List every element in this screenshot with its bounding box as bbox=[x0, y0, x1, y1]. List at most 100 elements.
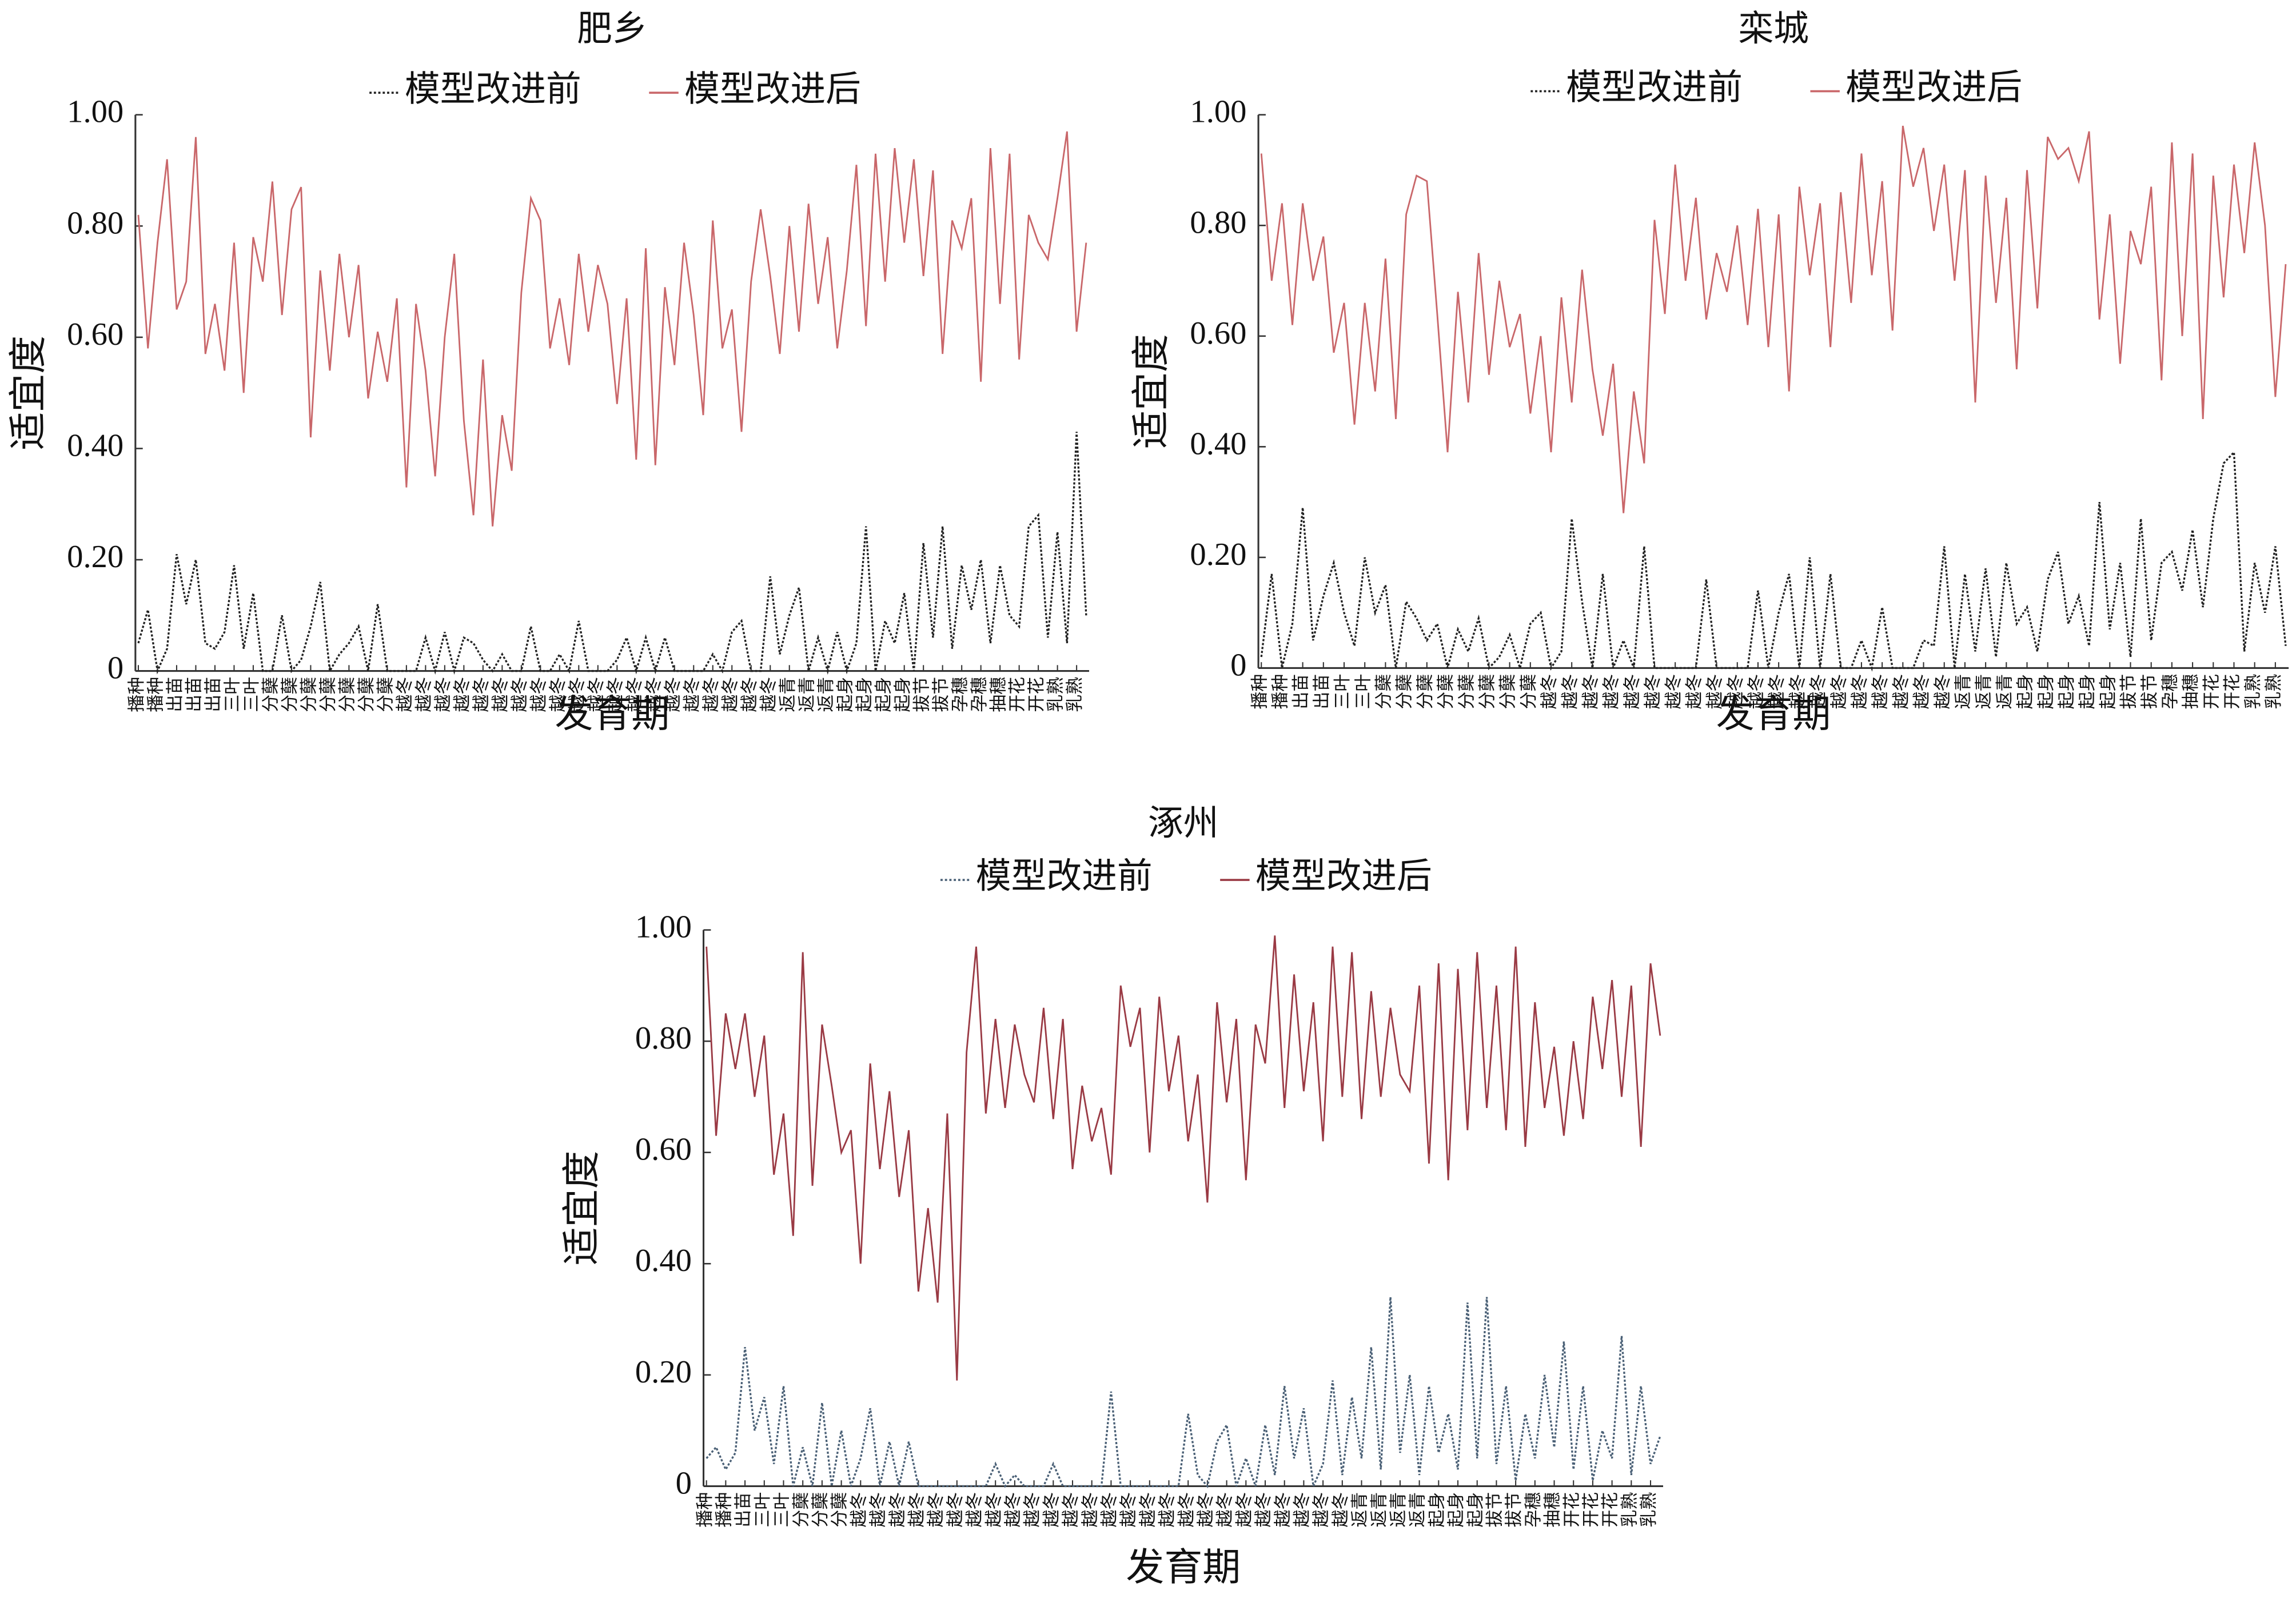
x-tick-label: 越冬 bbox=[643, 677, 663, 712]
x-tick-label: 越冬 bbox=[758, 677, 778, 712]
x-tick-label: 出苗 bbox=[203, 677, 223, 712]
series-line bbox=[705, 1297, 1661, 1490]
x-tick-label: 越冬 bbox=[394, 677, 414, 712]
x-tick-label: 越冬 bbox=[1891, 674, 1911, 710]
legend-label: 模型改进后 bbox=[1845, 69, 2022, 107]
x-tick-label: 越冬 bbox=[1138, 1492, 1158, 1528]
x-tick-label: 起身 bbox=[2098, 674, 2118, 710]
x-tick-label: 拔节 bbox=[1485, 1492, 1505, 1528]
panel: 栾城模型改进前 模型改进后00.200.400.600.801.00播种 播种 出苗出… bbox=[1130, 10, 2289, 735]
x-tick-label: 越冬 bbox=[945, 1492, 965, 1528]
x-tick-label: 三叶 bbox=[772, 1492, 792, 1528]
x-tick-label: 乳熟 bbox=[1065, 677, 1085, 712]
y-tick-label: 1.00 bbox=[67, 94, 123, 130]
x-tick-label: 分蘖 bbox=[280, 677, 300, 712]
x-tick-label: 孕穗 bbox=[969, 677, 989, 712]
series-line bbox=[705, 935, 1661, 1381]
legend-label: 模型改进前 bbox=[1566, 69, 1743, 107]
chart-title: 涿州 bbox=[1148, 804, 1219, 843]
x-tick-label: 乳熟 bbox=[1619, 1492, 1639, 1528]
y-tick-label: 0.60 bbox=[67, 317, 123, 352]
x-tick-label: 拔节 bbox=[2119, 674, 2139, 710]
x-tick-label: 出苗 bbox=[1312, 674, 1332, 710]
x-tick-label: 越冬 bbox=[1870, 674, 1890, 710]
x-tick-label: 分蘖 bbox=[1436, 674, 1456, 710]
x-tick-label: 起身 bbox=[2036, 674, 2056, 710]
x-tick-label: 越冬 bbox=[1234, 1492, 1254, 1528]
y-tick-label: 1.00 bbox=[635, 910, 692, 945]
x-tick-label: 越冬 bbox=[868, 1492, 888, 1528]
x-tick-label: 越冬 bbox=[1253, 1492, 1273, 1528]
x-tick-label: 越冬 bbox=[1215, 1492, 1235, 1528]
x-tick-label: 播种 bbox=[1270, 674, 1290, 710]
x-tick-label: 越冬 bbox=[1157, 1492, 1177, 1528]
x-tick-label: 越冬 bbox=[413, 677, 433, 712]
x-tick-label: 出苗 bbox=[165, 677, 185, 712]
x-tick-label: 开花 bbox=[1581, 1492, 1601, 1528]
series-line bbox=[1260, 450, 2287, 672]
x-tick-label: 播种 bbox=[126, 677, 146, 712]
x-tick-label: 越冬 bbox=[1061, 1492, 1081, 1528]
legend-label: 模型改进后 bbox=[684, 70, 861, 109]
x-tick-label: 拔节 bbox=[911, 677, 931, 712]
x-tick-label: 越冬 bbox=[1580, 674, 1600, 710]
x-tick-label: 越冬 bbox=[1767, 674, 1787, 710]
series-line bbox=[137, 131, 1087, 527]
x-tick-label: 出苗 bbox=[184, 677, 204, 712]
x-tick-label: 返青 bbox=[1388, 1492, 1408, 1528]
x-tick-label: 越冬 bbox=[1003, 1492, 1023, 1528]
x-tick-label: 越冬 bbox=[1311, 1492, 1331, 1528]
x-tick-label: 拔节 bbox=[931, 677, 951, 712]
x-tick-label: 分蘖 bbox=[261, 677, 281, 712]
x-tick-label: 三叶 bbox=[222, 677, 242, 712]
x-tick-label: 起身 bbox=[873, 677, 893, 712]
x-tick-label: 播种 bbox=[713, 1492, 734, 1528]
x-tick-label: 播种 bbox=[146, 677, 166, 712]
x-tick-label: 越冬 bbox=[964, 1492, 984, 1528]
y-tick-label: 0 bbox=[107, 651, 123, 686]
x-tick-label: 起身 bbox=[1446, 1492, 1466, 1528]
x-tick-label: 返青 bbox=[1408, 1492, 1428, 1528]
x-tick-label: 越冬 bbox=[983, 1492, 1003, 1528]
x-tick-label: 越冬 bbox=[906, 1492, 926, 1528]
x-tick-label: 抽穗 bbox=[2181, 674, 2201, 710]
x-tick-label: 返青 bbox=[1994, 674, 2014, 710]
x-tick-label: 越冬 bbox=[1330, 1492, 1350, 1528]
y-tick-label: 0.80 bbox=[1190, 205, 1246, 240]
x-tick-label: 越冬 bbox=[739, 677, 759, 712]
x-tick-label: 孕穗 bbox=[2160, 674, 2180, 710]
x-tick-label: 越冬 bbox=[605, 677, 625, 712]
x-tick-label: 越冬 bbox=[701, 677, 721, 712]
y-tick-label: 0.80 bbox=[67, 205, 123, 241]
x-tick-label: 开花 bbox=[1026, 677, 1046, 712]
legend-label: 模型改进前 bbox=[976, 857, 1153, 896]
x-tick-label: 越冬 bbox=[471, 677, 491, 712]
y-axis-title: 适宜度 bbox=[7, 336, 50, 451]
x-tick-label: 越冬 bbox=[1273, 1492, 1293, 1528]
y-tick-label: 0 bbox=[1230, 647, 1246, 683]
x-tick-label: 起身 bbox=[835, 677, 855, 712]
x-tick-label: 返青 bbox=[1953, 674, 1973, 710]
x-tick-label: 乳熟 bbox=[2243, 674, 2263, 710]
x-tick-label: 越冬 bbox=[1539, 674, 1559, 710]
x-tick-label: 开花 bbox=[1561, 1492, 1581, 1528]
x-tick-label: 越冬 bbox=[1292, 1492, 1312, 1528]
x-tick-label: 越冬 bbox=[1829, 674, 1849, 710]
x-tick-label: 起身 bbox=[2015, 674, 2035, 710]
x-tick-label: 越冬 bbox=[848, 1492, 868, 1528]
x-tick-label: 出苗 bbox=[1291, 674, 1311, 710]
series-line bbox=[137, 432, 1087, 675]
x-tick-label: 越冬 bbox=[1746, 674, 1766, 710]
y-tick-label: 0.60 bbox=[1190, 316, 1246, 351]
x-tick-label: 开花 bbox=[1600, 1492, 1620, 1528]
x-tick-label: 越冬 bbox=[720, 677, 740, 712]
x-tick-label: 三叶 bbox=[752, 1492, 772, 1528]
x-tick-label: 越冬 bbox=[1932, 674, 1952, 710]
x-tick-label: 返青 bbox=[1350, 1492, 1370, 1528]
x-tick-label: 返青 bbox=[1369, 1492, 1389, 1528]
x-tick-label: 起身 bbox=[2077, 674, 2097, 710]
x-tick-label: 越冬 bbox=[1176, 1492, 1196, 1528]
x-tick-label: 返青 bbox=[796, 677, 816, 712]
x-tick-label: 越冬 bbox=[509, 677, 529, 712]
